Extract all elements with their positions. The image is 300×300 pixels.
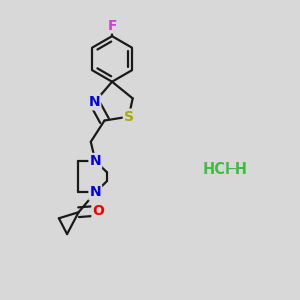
Text: N: N xyxy=(88,95,100,109)
Text: N: N xyxy=(89,185,101,200)
Text: F: F xyxy=(107,19,117,32)
Text: ─H: ─H xyxy=(226,162,247,177)
Text: N: N xyxy=(89,154,101,168)
Text: HCl: HCl xyxy=(203,162,231,177)
Text: O: O xyxy=(92,204,104,218)
Text: S: S xyxy=(124,110,134,124)
